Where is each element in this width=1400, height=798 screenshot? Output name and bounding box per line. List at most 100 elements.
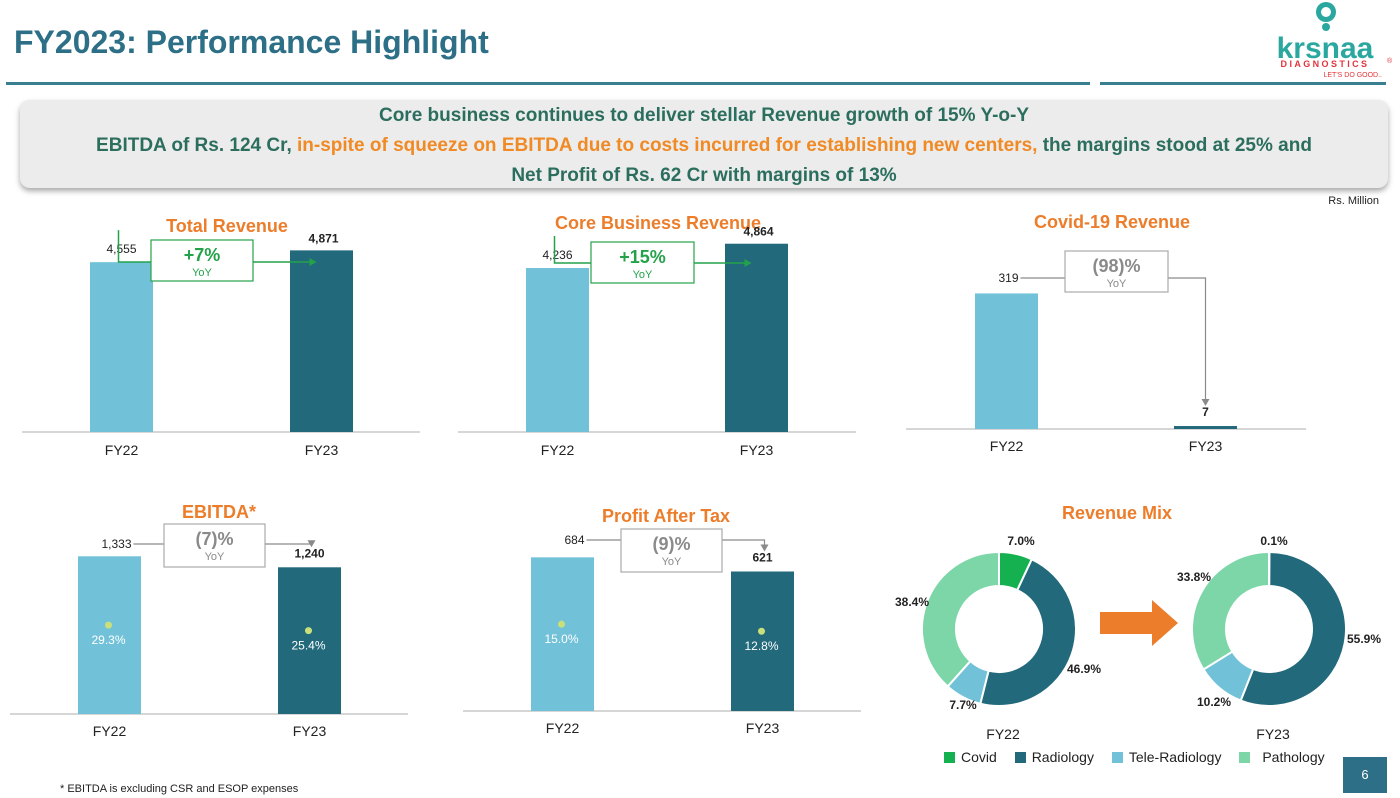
page-number: 6 [1343, 757, 1387, 793]
yoy-label: YoY [662, 556, 682, 568]
bar-fy22 [531, 557, 594, 711]
yoy-arrowhead [1201, 399, 1210, 407]
yoy-connector-left [117, 230, 151, 263]
bar-fy22 [78, 556, 141, 714]
bar-fy23 [278, 567, 341, 714]
legend-swatch-radiology [1014, 752, 1026, 763]
yoy-value: +7% [184, 245, 221, 265]
revenue-mix-legend: Covid Radiology Tele-Radiology Pathology [944, 749, 1339, 765]
yoy-box [150, 239, 254, 282]
footnote: * EBITDA is excluding CSR and ESOP expen… [60, 783, 299, 795]
page-title: FY2023: Performance Highlight [14, 24, 489, 60]
yoy-label: YoY [205, 551, 225, 563]
margin-dot [558, 620, 565, 628]
legend-label-tele-radiology: Tele-Radiology [1128, 749, 1222, 765]
bar-fy22 [526, 268, 589, 432]
margin-dot [758, 627, 765, 635]
value-label-fy22: 4,236 [542, 248, 572, 262]
margin-dot [305, 627, 312, 635]
yoy-box [163, 523, 266, 568]
slice-label: 10.2% [1197, 695, 1231, 709]
banner-line-1: Core business continues to deliver stell… [378, 105, 1030, 126]
slice-label: 38.4% [895, 595, 929, 609]
x-tick-label: FY23 [740, 442, 774, 458]
bar-fy22 [975, 293, 1038, 429]
yoy-label: YoY [1107, 278, 1127, 290]
banner-highlight-text: in-spite of squeeze on EBITDA due to cos… [297, 135, 1038, 156]
chart-title-core-revenue: Core Business Revenue [554, 213, 762, 233]
x-tick-label: FY23 [1189, 438, 1223, 454]
value-label-fy23: 1,240 [294, 546, 324, 560]
donut-slice-radiology [1239, 550, 1347, 707]
logo-subtitle: DIAGNOSTICS [1281, 59, 1370, 69]
yoy-value: +15% [619, 247, 666, 267]
slice-label: 0.1% [1260, 534, 1288, 548]
x-tick-label: FY22 [990, 438, 1024, 454]
chart-title-pat: Profit After Tax [601, 506, 731, 526]
yoy-box [1064, 250, 1169, 293]
banner-margin-text: the margins stood at 25% and [1042, 135, 1312, 156]
legend-label-covid: Covid [961, 749, 997, 765]
logo-tagline: LET'S DO GOOD.. [1323, 72, 1382, 79]
x-tick-label: FY23 [293, 723, 327, 739]
yoy-value: (7)% [195, 529, 233, 549]
value-label-fy22: 4,555 [106, 242, 136, 256]
chart-title-total-revenue: Total Revenue [166, 216, 288, 236]
legend-label-radiology: Radiology [1031, 749, 1094, 765]
yoy-box [620, 528, 723, 573]
value-label-fy23: 4,864 [743, 225, 773, 239]
legend-item-covid: Covid [944, 749, 997, 765]
logo-brand: krsnaa [1277, 32, 1374, 65]
x-tick-label: FY22 [546, 720, 580, 736]
value-label-fy23: 621 [752, 550, 772, 564]
bar-fy23 [290, 250, 353, 432]
arrow-right-icon [1100, 600, 1178, 646]
yoy-arrowhead [309, 258, 317, 266]
value-label-fy23: 7 [1202, 405, 1209, 419]
margin-label: 25.4% [291, 639, 325, 653]
donut-slice-radiology [979, 557, 1077, 707]
chart-title-revenue-mix: Revenue Mix [1061, 503, 1173, 523]
logo-registered-mark: ® [1387, 57, 1393, 65]
bar-fy23 [731, 571, 794, 711]
yoy-label: YoY [192, 267, 212, 279]
banner-line-2: EBITDA of Rs. 124 Cr, in-spite of squeez… [20, 131, 1388, 161]
unit-note: Rs. Million [1328, 195, 1379, 207]
header-divider-right [1100, 82, 1386, 85]
bar-fy23 [1174, 426, 1237, 429]
value-label-fy23: 4,871 [308, 231, 338, 245]
yoy-value: (98)% [1092, 256, 1140, 276]
donut-year-label: FY23 [1256, 726, 1290, 742]
value-label-fy22: 684 [564, 533, 584, 547]
legend-swatch-covid [944, 752, 955, 763]
company-logo: krsnaa DIAGNOSTICS ® LET'S DO GOOD.. [1277, 2, 1393, 79]
value-label-fy22: 319 [998, 271, 1018, 285]
value-label-fy22: 1,333 [101, 537, 131, 551]
yoy-arrowhead [307, 540, 316, 548]
donut-slice-pathology [921, 550, 1000, 688]
yoy-arrowhead [744, 259, 752, 267]
donut-year-label: FY22 [986, 726, 1020, 742]
legend-label-pathology: Pathology [1262, 749, 1325, 765]
chart-title-covid-revenue: Covid-19 Revenue [1033, 212, 1191, 232]
margin-label: 15.0% [544, 632, 578, 646]
yoy-connector-right [1168, 277, 1207, 401]
bar-fy22 [90, 262, 153, 432]
chart-title-ebitda: EBITDA* [181, 502, 257, 522]
banner-ebitda-text: EBITDA of Rs. 124 Cr, [96, 135, 292, 156]
legend-swatch-tele-radiology [1111, 752, 1123, 763]
legend-item-pathology: Pathology [1239, 749, 1325, 765]
x-tick-label: FY22 [105, 442, 139, 458]
slice-label: 33.8% [1177, 570, 1211, 584]
slice-label: 55.9% [1347, 632, 1381, 646]
bar-fy23 [725, 243, 788, 432]
x-tick-label: FY22 [541, 442, 575, 458]
yoy-value: (9)% [652, 534, 690, 554]
x-tick-label: FY22 [93, 723, 127, 739]
slice-label: 7.0% [1007, 534, 1035, 548]
